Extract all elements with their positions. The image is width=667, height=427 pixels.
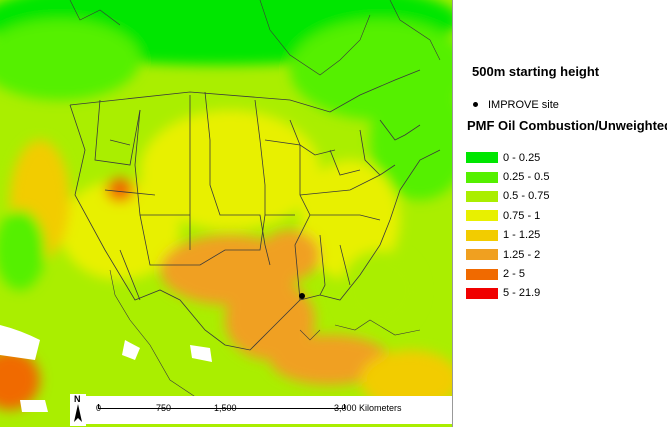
scale-tick-3000: 3,000 Kilometers <box>334 403 402 413</box>
legend-class-label: 1.25 - 2 <box>503 248 541 261</box>
state-borders <box>69 69 441 351</box>
legend-swatch <box>466 190 498 202</box>
map-canvas <box>0 0 452 427</box>
improve-site-marker[interactable] <box>299 293 305 299</box>
legend-class-row: 0.75 - 1 <box>466 206 549 225</box>
legend-class-label: 0.75 - 1 <box>503 209 541 222</box>
improve-site-legend: IMPROVE site <box>473 99 559 111</box>
improve-site-label: IMPROVE site <box>488 99 559 111</box>
north-label: N <box>74 394 81 404</box>
legend-class-label: 1 - 1.25 <box>503 229 541 242</box>
legend-class-row: 0.25 - 0.5 <box>466 167 549 186</box>
legend-class-row: 1.25 - 2 <box>466 245 549 264</box>
legend-swatch <box>466 249 498 261</box>
legend-class-row: 2 - 5 <box>466 264 549 283</box>
legend-swatch <box>466 229 498 241</box>
concentration-field <box>0 0 452 410</box>
layer-title: PMF Oil Combustion/Unweighted <box>467 118 667 133</box>
north-arrow-icon <box>74 404 82 422</box>
legend-classes: 0 - 0.25 0.25 - 0.5 0.5 - 0.75 0.75 - 1 1 - … <box>466 148 549 303</box>
map-panel[interactable]: N 0 750 1,500 3,000 Kilometers <box>0 0 453 427</box>
legend-swatch <box>466 210 498 222</box>
north-arrow: N <box>70 394 86 426</box>
legend-swatch <box>466 152 498 164</box>
legend-class-label: 0.5 - 0.75 <box>503 190 550 203</box>
legend-swatch <box>466 268 498 280</box>
legend-swatch <box>466 287 498 299</box>
scale-bar-line <box>98 404 345 409</box>
scale-tick-0: 0 <box>96 403 102 413</box>
legend-class-row: 0 - 0.25 <box>466 148 549 167</box>
legend-class-label: 0.25 - 0.5 <box>503 171 550 184</box>
legend-class-row: 5 - 21.9 <box>466 284 549 303</box>
legend-class-label: 0 - 0.25 <box>503 151 541 164</box>
legend-class-label: 2 - 5 <box>503 268 526 281</box>
starting-height-title: 500m starting height <box>472 64 600 79</box>
legend-class-row: 0.5 - 0.75 <box>466 187 549 206</box>
legend-swatch <box>466 171 498 183</box>
water-areas <box>0 325 212 412</box>
legend-class-label: 5 - 21.9 <box>503 287 541 300</box>
legend-panel: 500m starting height IMPROVE site PMF Oi… <box>453 0 667 427</box>
scale-tick-750: 750 <box>156 403 172 413</box>
legend-class-row: 1 - 1.25 <box>466 226 549 245</box>
improve-site-dot-icon <box>473 101 478 107</box>
scale-tick-1500: 1,500 <box>214 403 237 413</box>
scale-bar: 0 750 1,500 3,000 Kilometers <box>86 396 452 424</box>
